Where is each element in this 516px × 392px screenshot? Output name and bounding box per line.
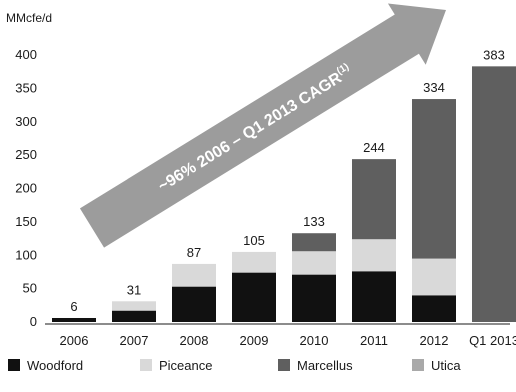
bar-segment-marcellus-q1-2013 [472, 66, 516, 322]
x-tick-label: 2007 [120, 333, 149, 348]
y-tick-label: 300 [15, 114, 37, 129]
x-tick-label: 2012 [420, 333, 449, 348]
y-tick-label: 150 [15, 214, 37, 229]
x-tick-label: 2009 [240, 333, 269, 348]
x-tick-label: 2011 [360, 333, 388, 348]
bar-segment-woodford-2007 [112, 310, 156, 322]
bar-segment-woodford-2012 [412, 295, 456, 322]
y-tick-label: 100 [15, 247, 37, 262]
legend-label: Woodford [27, 358, 83, 373]
bar-segment-marcellus-2011 [352, 159, 396, 240]
y-axis-unit-label: MMcfe/d [6, 11, 52, 25]
cagr-arrow-body: ~96% 2006 – Q1 2013 CAGR(1) [79, 3, 446, 248]
y-axis: 0 50 100 150 200 250 300 350 400 [15, 47, 37, 329]
y-tick-label: 50 [23, 281, 37, 296]
x-tick-label: Q1 2013 [469, 333, 516, 348]
x-axis: 2006 2007 2008 2009 2010 2011 2012 Q1 2013 [60, 333, 516, 348]
legend-label: Utica [431, 358, 461, 373]
legend-item-utica: Utica [412, 358, 461, 373]
bar-segment-piceance-2007 [112, 301, 156, 311]
bar-segment-woodford-2008 [172, 286, 216, 322]
y-tick-label: 400 [15, 47, 37, 62]
total-label: 31 [127, 282, 141, 297]
legend-swatch [412, 359, 424, 371]
cagr-arrow: ~96% 2006 – Q1 2013 CAGR(1) [79, 3, 446, 248]
total-label: 244 [363, 140, 385, 155]
legend-label: Marcellus [297, 358, 353, 373]
legend-item-woodford: Woodford [8, 358, 83, 373]
x-tick-label: 2008 [180, 333, 209, 348]
y-tick-label: 200 [15, 181, 37, 196]
legend-swatch [140, 359, 152, 371]
legend: Woodford Piceance Marcellus Utica [8, 358, 461, 373]
cagr-annotation-text: ~96% 2006 – Q1 2013 CAGR(1) [154, 61, 355, 195]
x-tick-label: 2006 [60, 333, 89, 348]
legend-swatch [278, 359, 290, 371]
legend-label: Piceance [159, 358, 212, 373]
x-tick-label: 2010 [300, 333, 329, 348]
bar-segment-marcellus-2012 [412, 99, 456, 259]
y-tick-label: 350 [15, 80, 37, 95]
bar-segment-piceance-2012 [412, 258, 456, 296]
total-label: 6 [70, 299, 77, 314]
total-label: 133 [303, 214, 325, 229]
bar-segment-piceance-2009 [232, 251, 276, 273]
bar-segment-piceance-2011 [352, 239, 396, 272]
cagr-annotation-superscript: (1) [335, 61, 351, 77]
bar-segment-piceance-2008 [172, 263, 216, 287]
total-label: 334 [423, 80, 445, 95]
legend-item-piceance: Piceance [140, 358, 212, 373]
cagr-arrow-shape [79, 3, 446, 248]
total-label: 87 [187, 245, 201, 260]
y-tick-label: 250 [15, 147, 37, 162]
bar-segment-woodford-2010 [292, 274, 336, 322]
bar-segment-woodford-2006 [52, 317, 96, 322]
bar-segment-marcellus-2010 [292, 233, 336, 252]
y-tick-label: 0 [30, 314, 37, 329]
cagr-annotation-main: ~96% 2006 – Q1 2013 CAGR [155, 69, 345, 195]
bar-segment-piceance-2010 [292, 251, 336, 275]
total-label: 105 [243, 233, 265, 248]
total-labels: 6 31 87 105 133 244 334 383 [70, 47, 504, 314]
bar-segment-woodford-2009 [232, 272, 276, 322]
legend-swatch [8, 359, 20, 371]
bars [52, 66, 516, 322]
bar-segment-woodford-2011 [352, 271, 396, 322]
total-label: 383 [483, 47, 505, 62]
legend-item-marcellus: Marcellus [278, 358, 353, 373]
